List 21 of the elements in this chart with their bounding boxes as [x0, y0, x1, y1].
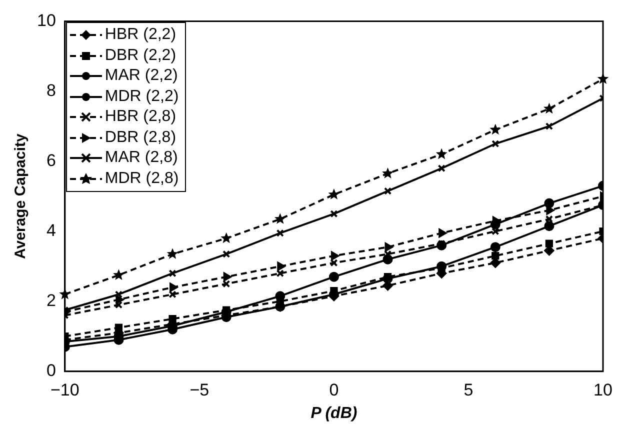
- legend-label: MDR (2,2): [104, 88, 179, 106]
- legend-label: DBR (2,2): [104, 46, 176, 65]
- y-tick-label: 6: [46, 150, 56, 170]
- y-axis-title: Average Capacity: [12, 132, 30, 259]
- legend-label: HBR (2,2): [104, 26, 176, 44]
- y-tick-label: 8: [46, 80, 56, 100]
- legend-label: DBR (2,8): [104, 128, 176, 147]
- x-tick-label: 0: [329, 380, 339, 400]
- x-tick-label: −10: [50, 380, 80, 400]
- legend-label: HBR (2,8): [104, 108, 176, 126]
- x-axis-title: P (dB): [310, 404, 358, 422]
- legend-label: MAR (2,2): [104, 67, 178, 86]
- legend-label: MDR (2,8): [104, 170, 179, 188]
- y-tick-label: 2: [46, 291, 56, 310]
- y-tick-label: 4: [46, 221, 56, 240]
- legend-label: MAR (2,8): [104, 149, 178, 168]
- y-tick-label: 0: [46, 361, 56, 380]
- x-tick-label: −5: [190, 380, 210, 400]
- y-tick-label: 10: [36, 10, 56, 30]
- x-tick-label: 5: [464, 380, 474, 400]
- x-tick-label: 10: [594, 380, 612, 400]
